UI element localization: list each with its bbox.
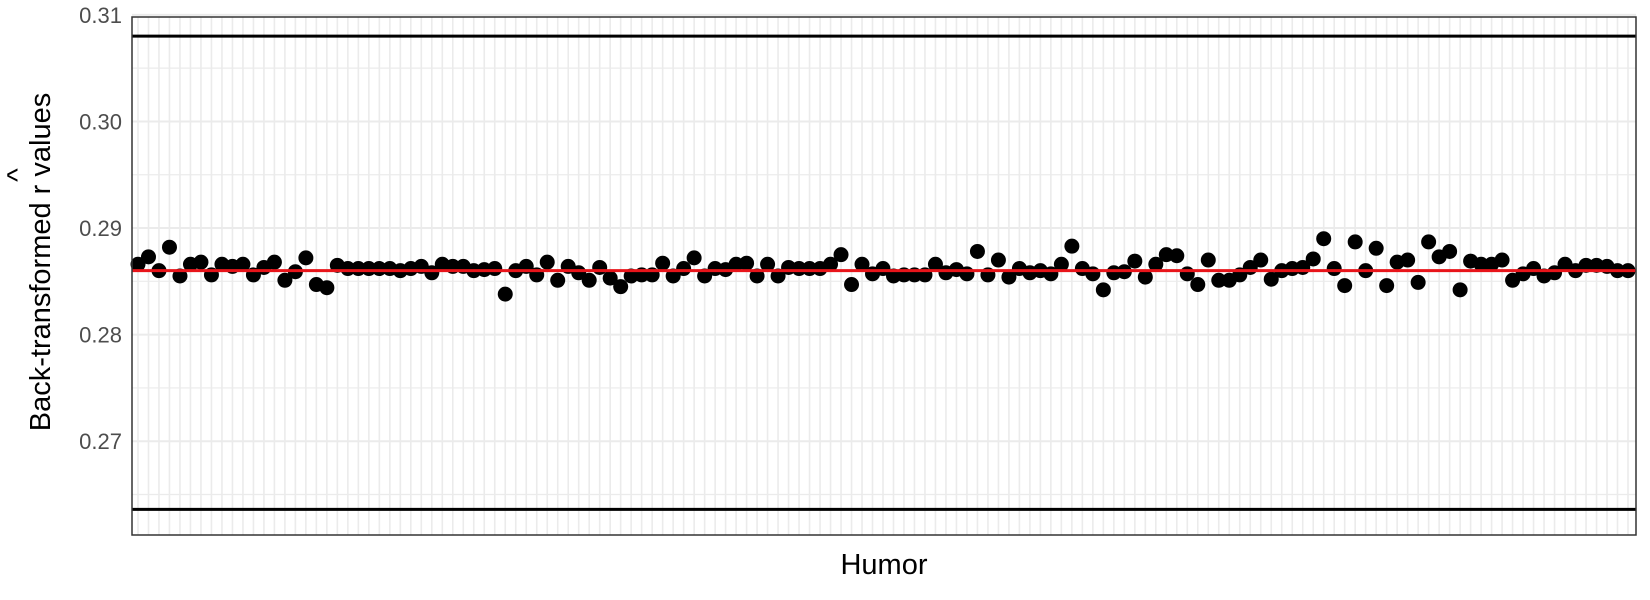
data-point [770,268,786,284]
data-point [193,254,209,270]
data-point [1085,266,1101,282]
data-point [539,254,555,270]
data-point [791,261,807,277]
data-point [613,279,629,295]
data-point [969,243,985,259]
data-point [1095,282,1111,298]
data-point [1200,252,1216,268]
data-point [371,261,387,277]
y-axis-title-group: Back-transformed r values ^ [2,93,57,431]
major-y-gridlines [132,13,1636,443]
data-point [1547,265,1563,281]
data-point [1337,278,1353,294]
data-point [1494,252,1510,268]
data-point [875,261,891,277]
data-point [1211,272,1227,288]
data-point [140,249,156,265]
data-point [1326,261,1342,277]
data-point [1473,256,1489,272]
data-point [1263,271,1279,287]
data-point [1578,257,1594,273]
data-point [927,256,943,272]
data-point [1368,240,1384,256]
y-axis-title: Back-transformed r values [25,93,57,431]
data-point [161,239,177,255]
data-point [1526,261,1542,277]
data-point [571,265,587,281]
data-point [319,280,335,296]
y-tick-label: 0.29 [79,216,122,241]
data-point [1179,266,1195,282]
data-point [487,261,503,277]
data-point [676,261,692,277]
data-point [1316,231,1332,247]
data-point [844,277,860,293]
data-point [298,250,314,266]
data-point [1442,243,1458,259]
data-point [854,256,870,272]
data-point [172,268,188,284]
data-point [1421,234,1437,250]
data-point [686,250,702,266]
data-point [739,255,755,271]
data-point [1137,269,1153,285]
data-point [277,272,293,288]
data-point [235,256,251,272]
data-point [959,266,975,282]
data-point [749,268,765,284]
data-point [130,256,146,272]
data-point [550,272,566,288]
data-point [1305,251,1321,267]
y-tick-label: 0.27 [79,429,122,454]
x-axis-title: Humor [840,549,927,581]
y-tick-label: 0.31 [79,3,122,28]
reference-lines [132,34,1636,511]
data-point [592,259,608,275]
data-point [350,261,366,277]
y-tick-label: 0.28 [79,323,122,348]
data-point [1452,282,1468,298]
data-point [1190,277,1206,293]
data-point [1001,269,1017,285]
data-point [1127,253,1143,269]
data-point [266,254,282,270]
data-point [1253,252,1269,268]
data-point [760,256,776,272]
data-point [1400,252,1416,268]
data-point [1053,256,1069,272]
data-point [1347,234,1363,250]
data-point [361,261,377,277]
y-tick-labels: 0.27 0.28 0.29 0.30 0.31 [79,3,122,454]
data-point [340,261,356,277]
data-point [833,247,849,263]
data-point [990,252,1006,268]
data-point [1148,256,1164,272]
plot-frame [131,16,1637,536]
y-axis-title-hat: ^ [2,168,34,182]
data-point [802,261,818,277]
data-point [424,265,440,281]
data-point [1064,238,1080,254]
data-point [1379,278,1395,294]
y-tick-label: 0.30 [79,109,122,134]
data-point [655,255,671,271]
data-point [1410,274,1426,290]
data-point [823,256,839,272]
data-point [697,268,713,284]
data-point [497,286,513,302]
data-point [665,268,681,284]
data-point [1169,248,1185,264]
data-point [581,272,597,288]
data-point [602,270,618,286]
